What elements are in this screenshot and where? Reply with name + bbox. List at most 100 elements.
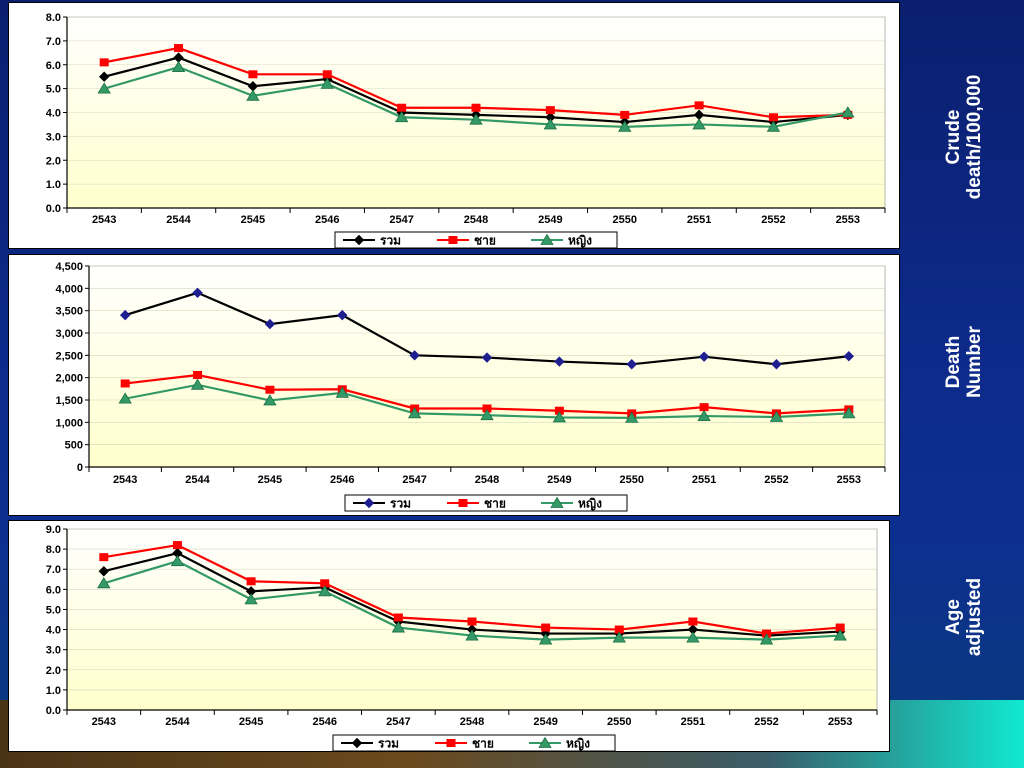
y-tick-label: 7.0 [46,36,61,48]
data-point-male [320,579,330,588]
y-tick-label: 1.0 [46,179,61,191]
data-point-female [842,407,856,419]
side-label-age-adjusted: Age adjusted [943,577,985,657]
data-point-female [394,110,409,123]
x-tick-label: 2551 [681,716,705,728]
data-point-female [833,629,847,641]
y-tick-label: 5.0 [46,604,61,616]
data-point-male [835,623,845,632]
data-point-total [771,359,782,370]
x-tick-label: 2546 [315,214,339,226]
data-point-female [320,77,334,89]
x-tick-label: 2545 [239,716,263,728]
data-point-female [769,410,784,422]
legend-marker-male [458,499,468,507]
crude-death-rate-chart: 0.0 1.0 2.0 3.0 4.0 5.0 6.0 7.0 8.0 2543 2544 2545 2… [46,12,886,248]
chart-panel-crude-death-rate: 0.0 1.0 2.0 3.0 4.0 5.0 6.0 7.0 8.0 2543 2544 2545 2… [8,2,900,249]
data-point-total [264,318,276,330]
data-point-total [481,352,493,363]
data-point-female [480,408,494,421]
data-point-total [554,356,565,367]
data-point-total [337,309,348,321]
legend-marker-female [550,496,564,508]
age-adjusted-chart: 0.0 1.0 2.0 3.0 4.0 5.0 6.0 7.0 8.0 9.0 2543 2544 25… [46,524,878,751]
data-point-female [263,394,277,406]
data-point-total [409,350,420,361]
y-tick-label: 0 [77,462,83,474]
x-tick-label: 2548 [475,474,499,486]
legend-label-female: หญิง [578,497,602,511]
legend-marker-male [448,236,458,244]
y-tick-label: 8.0 [46,12,61,24]
data-point-male [768,113,778,122]
y-tick-label: 8.0 [46,544,61,556]
y-tick-label: 1,000 [55,417,83,429]
data-point-male [554,406,564,415]
data-point-female [190,378,205,390]
data-point-male [397,103,407,112]
data-point-male [482,404,492,413]
x-tick-label: 2550 [612,214,636,226]
data-point-male [99,58,109,67]
data-point-female [538,633,553,645]
x-tick-label: 2544 [185,474,210,486]
legend-label-female: หญิง [568,234,592,248]
x-tick-label: 2553 [836,214,860,226]
legend-marker-total [353,234,365,246]
y-tick-label: 4.0 [46,625,61,637]
data-point-female [171,60,186,73]
x-tick-label: 2549 [538,214,562,226]
x-tick-label: 2551 [692,474,716,486]
plot-area [88,265,886,468]
data-point-male [99,553,109,562]
data-point-male [246,577,256,586]
data-point-total [98,566,110,577]
data-point-female [692,118,706,130]
y-tick-label: 0.0 [46,203,61,215]
data-point-male [393,613,403,622]
data-point-male [248,70,258,79]
x-tick-label: 2552 [761,214,785,226]
death-number-chart: 0 500 1,000 1,500 2,000 2,500 3,000 3,500 4,000 4… [55,261,886,512]
x-tick-label: 2553 [837,474,861,486]
data-point-male [120,379,130,388]
data-point-total [626,359,637,370]
data-point-female [407,407,422,419]
y-tick-label: 2.0 [46,155,61,167]
y-tick-label: 0.0 [46,705,61,717]
chart-panel-age-adjusted: 0.0 1.0 2.0 3.0 4.0 5.0 6.0 7.0 8.0 9.0 2543 2544 25… [8,520,890,752]
data-point-total [698,351,710,362]
y-tick-label: 3,000 [55,328,83,340]
x-tick-label: 2548 [460,716,484,728]
data-point-female [391,621,406,633]
y-tick-label: 4,000 [55,283,83,295]
data-point-female [618,120,632,132]
data-point-total [843,351,855,362]
y-tick-label: 2,000 [55,373,83,385]
x-tick-label: 2543 [92,716,116,728]
chart-panel-death-number: 0 500 1,000 1,500 2,000 2,500 3,000 3,500 4,000 4… [8,254,900,516]
y-tick-label: 6.0 [46,60,61,72]
legend-label-male: ชาย [484,497,506,511]
y-tick-label: 1,500 [55,395,83,407]
x-tick-label: 2547 [389,214,413,226]
data-point-male [467,617,477,626]
data-point-male [193,370,203,379]
data-point-female [625,411,639,423]
data-point-male [541,623,551,632]
data-point-female [552,411,567,423]
data-point-male [688,617,698,626]
legend-marker-female [538,736,552,748]
data-point-male [620,110,630,119]
x-tick-label: 2548 [464,214,488,226]
data-point-total [119,309,131,321]
data-point-male [545,106,555,115]
y-tick-label: 4.0 [46,108,61,120]
x-tick-label: 2545 [241,214,265,226]
data-point-female [469,113,483,125]
x-tick-label: 2545 [258,474,282,486]
y-tick-label: 9.0 [46,524,61,536]
data-point-male [694,101,704,110]
data-point-female [246,89,260,101]
data-point-total [192,287,203,299]
